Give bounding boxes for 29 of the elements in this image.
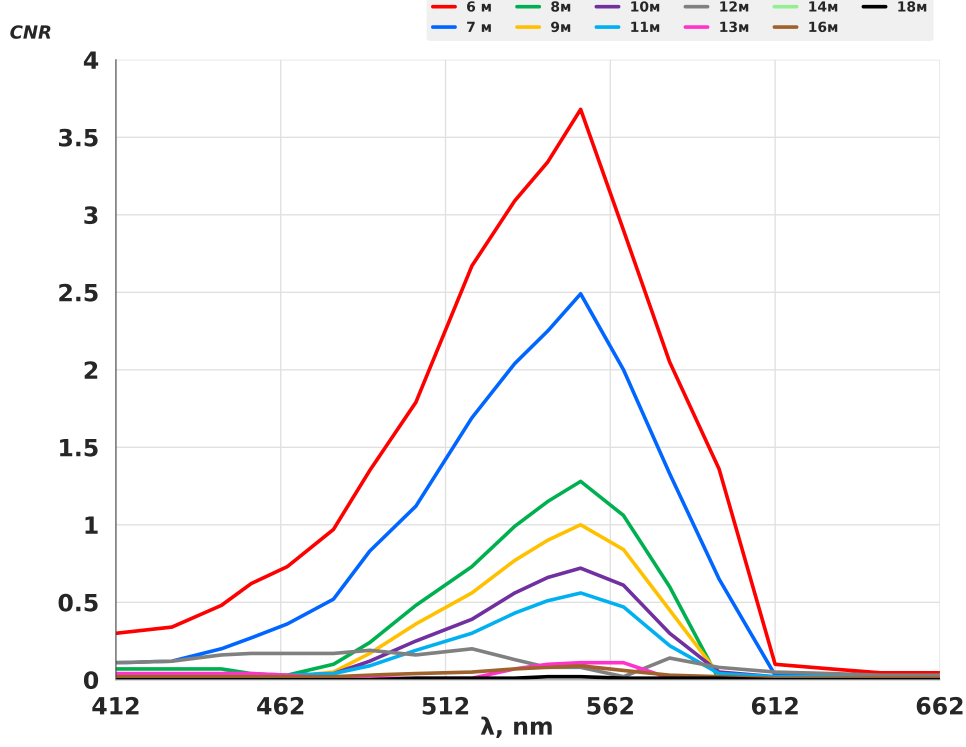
- x-tick-label: 512: [422, 696, 468, 715]
- legend-label: 13м: [720, 22, 748, 32]
- legend-label: 10м: [631, 1, 660, 12]
- y-tick-label: 2.5: [59, 284, 98, 302]
- x-tick-label: 662: [916, 696, 963, 715]
- legend-label: 14м: [809, 1, 838, 12]
- legend-label: 8м: [551, 1, 570, 12]
- legend-label: 11м: [631, 22, 660, 32]
- y-tick-label: 0: [84, 671, 98, 690]
- legend-label: 12м: [720, 1, 748, 12]
- legend-label: 6 м: [467, 1, 491, 12]
- y-axis-title: CNR: [10, 25, 50, 39]
- y-tick-label: 1.5: [60, 439, 98, 457]
- x-axis-title: λ, nm: [480, 716, 552, 738]
- y-tick-label: 1: [85, 516, 98, 534]
- legend-label: 9м: [551, 22, 570, 32]
- y-tick-label: 3: [84, 206, 98, 224]
- x-tick-label: 462: [257, 696, 304, 715]
- legend-label: 16м: [809, 22, 838, 32]
- x-tick-label: 562: [588, 696, 633, 715]
- x-tick-label: 612: [752, 696, 798, 715]
- legend-label: 18м: [898, 1, 926, 12]
- legend-label: 7 м: [467, 22, 491, 32]
- x-tick-label: 412: [92, 696, 139, 714]
- y-tick-label: 3.5: [59, 128, 98, 147]
- y-tick-label: 0.5: [58, 594, 98, 612]
- y-tick-label: 4: [84, 52, 98, 69]
- y-tick-label: 2: [84, 361, 98, 379]
- line-series: [116, 108, 940, 675]
